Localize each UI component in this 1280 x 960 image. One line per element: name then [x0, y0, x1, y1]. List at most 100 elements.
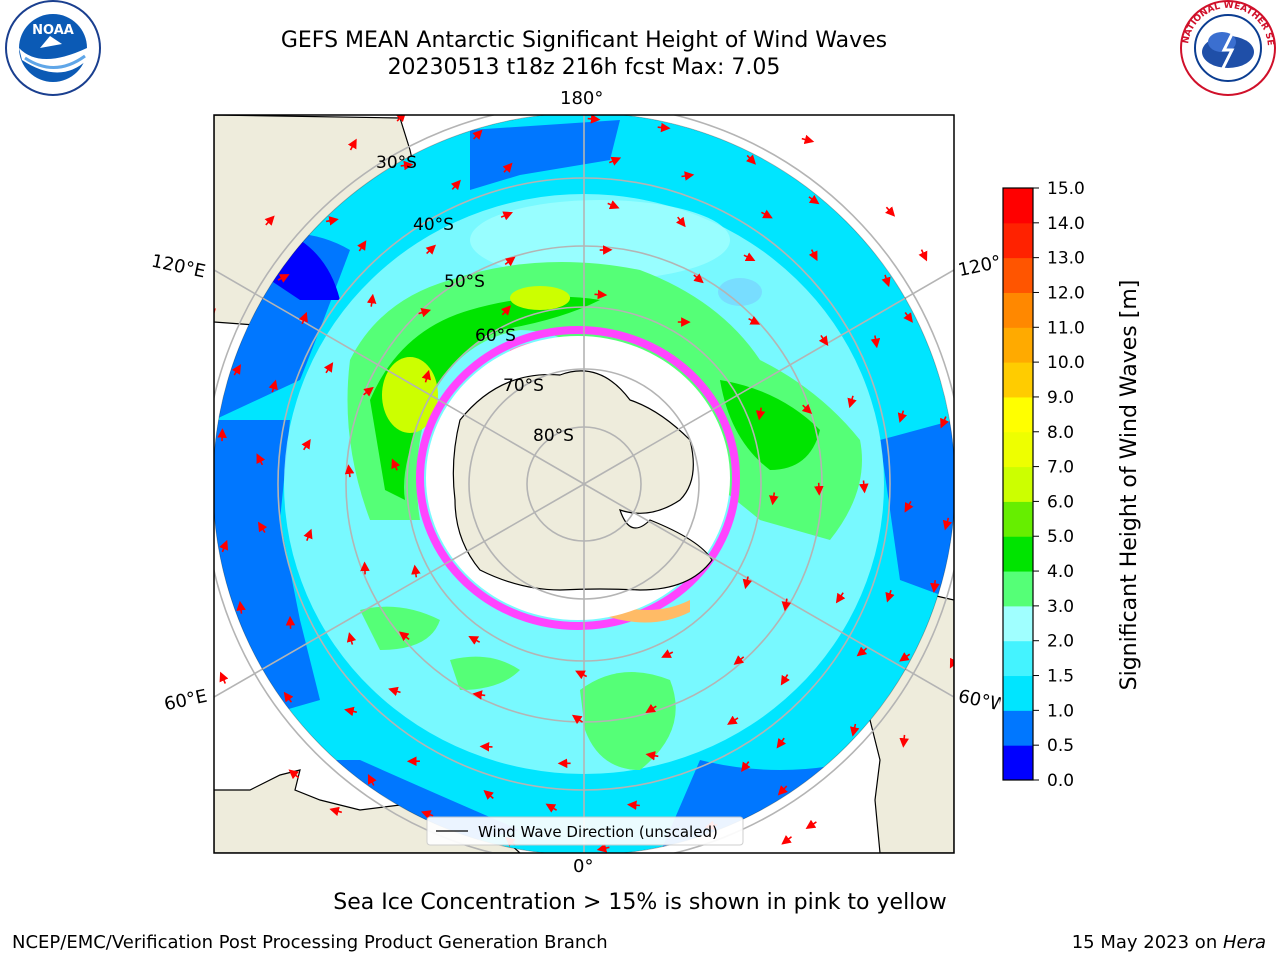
colorbar-tick-label: 7.0 — [1047, 458, 1074, 478]
colorbar-segment — [1003, 431, 1033, 468]
wave-direction-arrow — [885, 589, 895, 603]
wave-direction-arrow — [450, 179, 461, 191]
colorbar-segment — [1003, 466, 1033, 502]
wave-direction-arrow — [849, 723, 860, 737]
wave-direction-arrow — [472, 129, 483, 140]
wave-direction-arrow — [301, 438, 311, 451]
wave-direction-arrow — [468, 635, 481, 645]
colorbar-segment — [1003, 710, 1033, 746]
wave-direction-arrow — [298, 311, 308, 325]
wave-direction-arrow — [818, 334, 829, 346]
wave-direction-arrow — [814, 482, 824, 496]
colorbar-segment — [1003, 362, 1033, 398]
wave-direction-arrow — [657, 122, 671, 133]
wave-direction-arrow — [347, 138, 357, 151]
wave-direction-arrow — [500, 305, 511, 316]
wave-direction-arrow — [483, 790, 494, 800]
chart-subtitle-run: 20230513 t18z 216h fcst Max: 7.05 — [387, 55, 781, 80]
wave-direction-arrow — [761, 209, 773, 219]
wave-direction-arrow — [545, 803, 558, 813]
colorbar-segment — [1003, 257, 1033, 293]
colorbar-segment — [1003, 327, 1033, 363]
wave-direction-arrow — [283, 691, 294, 703]
wave-direction-arrow — [285, 615, 296, 629]
colorbar-frame — [1002, 187, 1034, 781]
wave-direction-arrow — [856, 646, 868, 657]
wave-direction-arrow — [203, 642, 211, 650]
colorbar-tick-label: 8.0 — [1047, 423, 1074, 443]
wave-direction-arrow — [930, 580, 940, 593]
chart-title: GEFS MEAN Antarctic Significant Height o… — [280, 28, 888, 53]
lat-labels: 30°S 40°S 50°S 60°S 70°S 80°S — [376, 153, 574, 446]
lat-label-40s: 40°S — [413, 215, 454, 235]
wave-direction-arrow — [736, 105, 747, 106]
wave-direction-arrow — [219, 539, 229, 553]
wave-direction-arrow — [325, 216, 339, 226]
wave-direction-arrow — [976, 363, 979, 374]
wave-direction-arrow — [942, 517, 953, 531]
wave-direction-arrow — [748, 315, 761, 325]
wave-direction-arrow — [303, 528, 313, 541]
wave-direction-arrow — [940, 416, 949, 429]
colorbar-label: Significant Height of Wind Waves [m] — [1117, 279, 1142, 691]
colorbar-segment — [1003, 292, 1033, 328]
wave-direction-arrow — [596, 843, 610, 853]
wave-direction-arrow — [256, 453, 266, 466]
colorbar-tick-label: 13.0 — [1047, 249, 1085, 269]
sea-ice-note: Sea Ice Concentration > 15% is shown in … — [333, 890, 947, 915]
wave-direction-arrow — [571, 714, 583, 725]
noaa-logo-text: NOAA — [32, 23, 74, 38]
wave-direction-arrow — [808, 249, 818, 262]
wave-direction-arrow — [808, 194, 820, 205]
wave-direction-arrow — [847, 395, 857, 409]
colorbar-segment — [1003, 536, 1033, 572]
wave-direction-arrow — [645, 703, 657, 714]
wave-direction-arrow — [544, 75, 555, 77]
wave-direction-arrow — [219, 671, 229, 684]
wave-direction-arrow — [360, 561, 370, 575]
wave-direction-arrow — [257, 521, 268, 533]
wave-direction-arrow — [904, 501, 914, 513]
wave-direction-arrow — [769, 492, 779, 506]
wave-direction-arrow — [346, 632, 357, 645]
colorbar-segment — [1003, 745, 1033, 781]
colorbar-tick-label: 15.0 — [1047, 179, 1085, 199]
colorbar-tick-label: 4.0 — [1047, 562, 1074, 582]
wave-direction-arrow — [425, 244, 437, 255]
wave-direction-arrow — [268, 379, 278, 393]
lat-label-60s: 60°S — [475, 326, 516, 346]
wave-direction-arrow — [366, 293, 377, 307]
wave-direction-arrow — [176, 535, 181, 545]
colorbar-tick-label: 2.0 — [1047, 632, 1074, 652]
wave-direction-arrow — [174, 454, 175, 465]
wave-direction-arrow — [903, 312, 913, 323]
wave-direction-arrow — [897, 410, 907, 423]
wave-direction-arrow — [681, 171, 695, 181]
wave-direction-arrow — [741, 761, 751, 773]
wave-direction-arrow — [504, 256, 516, 267]
wave-direction-arrow — [974, 604, 975, 615]
nws-logo: NATIONAL WEATHER SERVICE — [1176, 0, 1276, 96]
map-legend: Wind Wave Direction (unscaled) — [426, 816, 744, 846]
wave-direction-arrow — [575, 670, 588, 680]
wave-direction-arrow — [777, 785, 788, 796]
wave-direction-arrow — [500, 211, 513, 221]
wave-direction-arrow — [743, 252, 756, 261]
colorbar: 0.0 0.5 1.0 1.5 2.0 3.0 4.0 5.0 6.0 7.0 8.0 9.0 10.0… — [1002, 179, 1085, 791]
graticule — [214, 115, 954, 853]
footer-credit: NCEP/EMC/Verification Post Processing Pr… — [12, 932, 608, 953]
colorbar-tick-label: 5.0 — [1047, 527, 1074, 547]
wave-direction-arrow — [391, 458, 401, 471]
wave-direction-arrow — [472, 690, 486, 700]
lat-label-50s: 50°S — [444, 272, 485, 292]
wave-direction-arrow — [801, 134, 815, 145]
wave-direction-arrow — [661, 649, 674, 658]
wave-direction-arrow — [755, 407, 766, 421]
colorbar-segment — [1003, 640, 1033, 677]
wave-direction-arrow — [477, 83, 485, 91]
lon-label-180: 180° — [560, 88, 604, 109]
wave-direction-arrow — [344, 464, 355, 478]
wave-direction-arrow — [344, 706, 357, 717]
wave-direction-arrow — [781, 835, 792, 845]
